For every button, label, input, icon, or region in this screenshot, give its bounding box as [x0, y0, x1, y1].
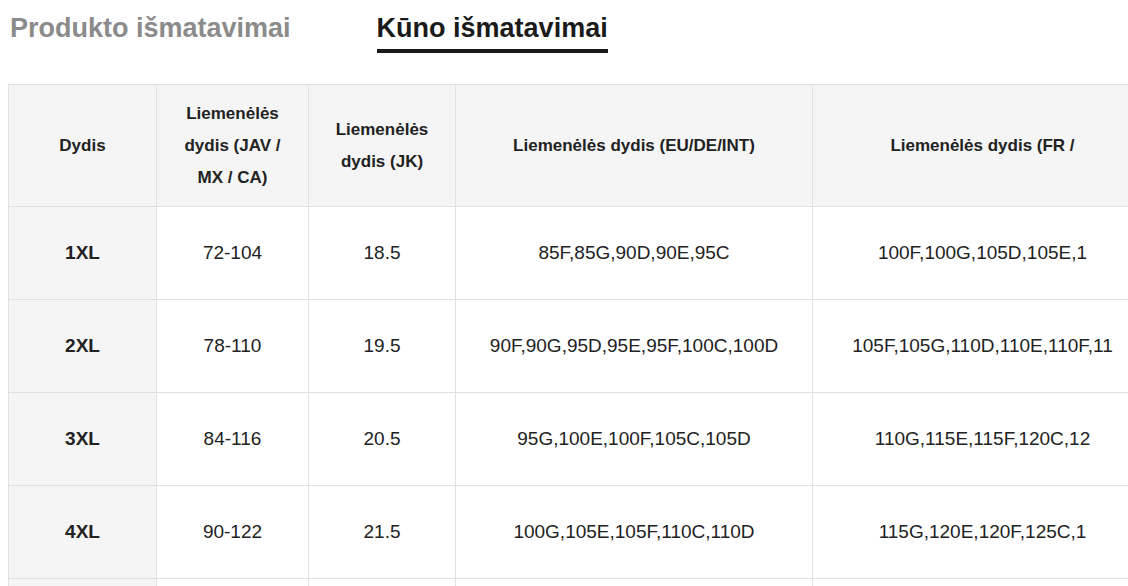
size-guide-tabs: Produkto išmatavimai Kūno išmatavimai: [0, 0, 1128, 53]
cell-bra-eu: 90F,90G,95D,95E,95F,100C,100D: [456, 300, 813, 393]
size-table-viewport[interactable]: Dydis Liemenėlės dydis (JAV / MX / CA) L…: [8, 84, 1128, 586]
cell-bra-fr: 110G,115E,115F,120C,12: [813, 393, 1128, 486]
size-table: Dydis Liemenėlės dydis (JAV / MX / CA) L…: [8, 84, 1128, 586]
cell-bra-us: 72-104: [157, 207, 309, 300]
cell-size: 4XL: [9, 486, 157, 579]
table-header-row: Dydis Liemenėlės dydis (JAV / MX / CA) L…: [9, 85, 1128, 207]
cell-bra-eu: 100G,105E,105F,110C,110D: [456, 486, 813, 579]
cell-bra-uk: 21.5: [309, 486, 456, 579]
column-header-bra-fr: Liemenėlės dydis (FR /: [813, 85, 1128, 207]
tab-product-measurements[interactable]: Produkto išmatavimai: [10, 12, 291, 44]
cell-size: 2XL: [9, 300, 157, 393]
table-row: 2XL 78-110 19.5 90F,90G,95D,95E,95F,100C…: [9, 300, 1128, 393]
table-row: 4XL 90-122 21.5 100G,105E,105F,110C,110D…: [9, 486, 1128, 579]
cell-bra-eu: 85F,85G,90D,90E,95C: [456, 207, 813, 300]
size-guide-panel: Produkto išmatavimai Kūno išmatavimai Dy…: [0, 0, 1128, 586]
column-header-bra-us-mx-ca: Liemenėlės dydis (JAV / MX / CA): [157, 85, 309, 207]
column-header-bra-uk: Liemenėlės dydis (JK): [309, 85, 456, 207]
cell-size: 3XL: [9, 393, 157, 486]
cell-bra-us: 84-116: [157, 393, 309, 486]
column-header-size: Dydis: [9, 85, 157, 207]
cell-size: 1XL: [9, 207, 157, 300]
cell-bra-eu: [456, 579, 813, 586]
cell-bra-us: 78-110: [157, 300, 309, 393]
cell-bra-fr: 100F,100G,105D,105E,1: [813, 207, 1128, 300]
cell-bra-us: [157, 579, 309, 586]
table-row: 3XL 84-116 20.5 95G,100E,100F,105C,105D …: [9, 393, 1128, 486]
cell-bra-eu: 95G,100E,100F,105C,105D: [456, 393, 813, 486]
table-row-partial: [9, 579, 1128, 586]
cell-bra-uk: [309, 579, 456, 586]
table-row: 1XL 72-104 18.5 85F,85G,90D,90E,95C 100F…: [9, 207, 1128, 300]
cell-bra-fr: 115G,120E,120F,125C,1: [813, 486, 1128, 579]
cell-bra-uk: 19.5: [309, 300, 456, 393]
cell-bra-uk: 20.5: [309, 393, 456, 486]
cell-bra-uk: 18.5: [309, 207, 456, 300]
cell-size: [9, 579, 157, 586]
column-header-bra-eu-de-int: Liemenėlės dydis (EU/DE/INT): [456, 85, 813, 207]
cell-bra-fr: [813, 579, 1128, 586]
tab-body-measurements[interactable]: Kūno išmatavimai: [377, 12, 608, 53]
cell-bra-us: 90-122: [157, 486, 309, 579]
cell-bra-fr: 105F,105G,110D,110E,110F,11: [813, 300, 1128, 393]
